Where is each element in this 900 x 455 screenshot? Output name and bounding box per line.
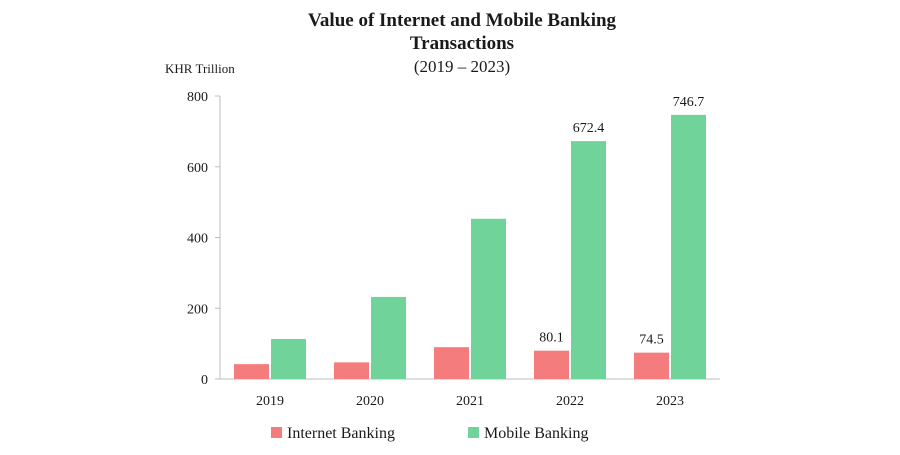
y-tick-label: 800 — [187, 90, 208, 105]
legend-label-internet-banking: Internet Banking — [287, 425, 395, 442]
legend-swatch-mobile-banking — [468, 427, 479, 438]
legend-swatch-internet-banking — [271, 427, 282, 438]
y-axis-ticks: 0 200 400 600 800 — [187, 90, 220, 388]
y-tick-label: 0 — [201, 373, 208, 388]
chart-title-line2: Transactions — [410, 33, 514, 54]
bar-mobile-banking-2023 — [671, 114, 706, 380]
bars-group — [234, 114, 706, 380]
bar-mobile-banking-2022 — [571, 141, 606, 379]
x-tick-label: 2022 — [556, 394, 584, 409]
x-tick-label: 2021 — [456, 394, 484, 409]
data-label: 80.1 — [539, 331, 564, 346]
y-tick-label: 200 — [187, 302, 208, 317]
bar-internet-banking-2019 — [234, 364, 269, 379]
data-label: 746.7 — [673, 95, 705, 110]
legend: Internet Banking Mobile Banking — [271, 425, 588, 442]
data-label: 672.4 — [573, 121, 605, 136]
bar-internet-banking-2020 — [334, 362, 369, 379]
chart-title-line1: Value of Internet and Mobile Banking — [308, 10, 617, 31]
y-axis-label: KHR Trillion — [165, 61, 235, 76]
data-labels-group: 80.1 672.4 74.5 746.7 — [539, 95, 704, 348]
y-tick-label: 600 — [187, 161, 208, 176]
bar-mobile-banking-2021 — [471, 218, 506, 379]
legend-label-mobile-banking: Mobile Banking — [484, 425, 588, 442]
x-tick-label: 2020 — [356, 394, 384, 409]
bar-mobile-banking-2020 — [371, 296, 406, 379]
x-axis-ticks: 2019 2020 2021 2022 2023 — [256, 394, 684, 409]
bar-internet-banking-2023 — [634, 352, 669, 379]
x-tick-label: 2023 — [656, 394, 684, 409]
bar-internet-banking-2021 — [434, 347, 469, 379]
data-label: 74.5 — [639, 333, 664, 348]
chart-subtitle: (2019 – 2023) — [414, 57, 510, 76]
x-tick-label: 2019 — [256, 394, 284, 409]
bar-mobile-banking-2019 — [271, 339, 306, 379]
y-tick-label: 400 — [187, 232, 208, 247]
bar-internet-banking-2022 — [534, 350, 569, 379]
